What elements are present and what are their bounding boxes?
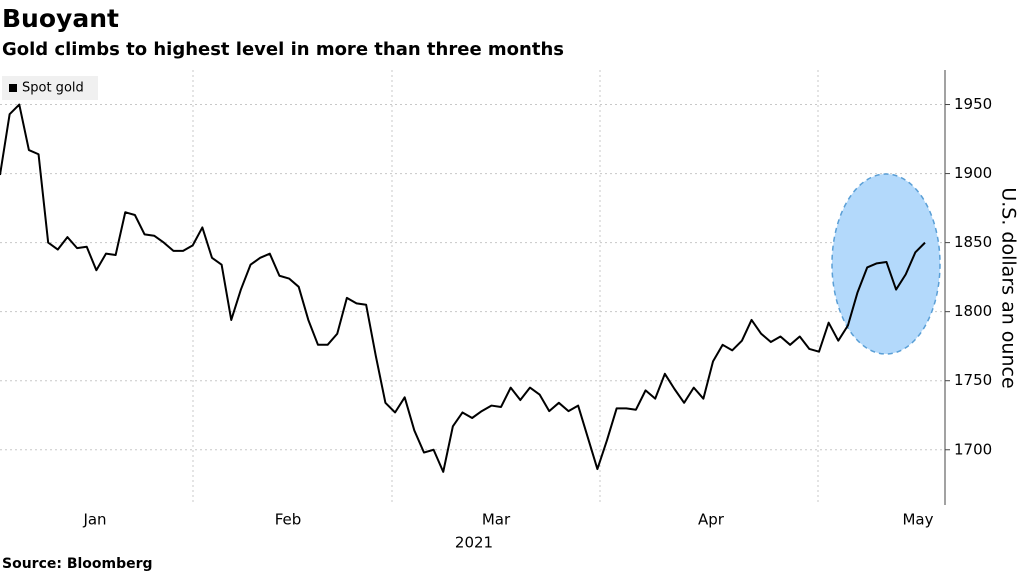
x-month-label: Apr xyxy=(698,511,725,529)
price-line xyxy=(0,103,926,473)
legend-swatch xyxy=(9,84,17,92)
chart-subtitle: Gold climbs to highest level in more tha… xyxy=(2,39,564,60)
x-month-label: May xyxy=(902,511,933,529)
highlight-ellipse xyxy=(831,173,941,355)
chart-title: Buoyant xyxy=(2,4,119,33)
x-year-label: 2021 xyxy=(455,534,493,552)
y-tick-label: 1700 xyxy=(954,440,992,458)
grid xyxy=(192,70,819,505)
y-axis-title: U.S. dollars an ounce xyxy=(998,187,1020,388)
legend xyxy=(2,76,98,100)
source: Source: Bloomberg xyxy=(2,556,153,572)
y-tick-label: 1850 xyxy=(954,233,992,251)
x-month-label: Jan xyxy=(82,511,106,529)
y-tick-label: 1950 xyxy=(954,95,992,113)
x-month-label: Feb xyxy=(275,511,302,529)
y-tick-label: 1800 xyxy=(954,302,992,320)
x-month-label: Mar xyxy=(482,511,511,529)
legend-label: Spot gold xyxy=(22,81,84,96)
y-tick-label: 1900 xyxy=(954,164,992,182)
y-tick-label: 1750 xyxy=(954,371,992,389)
